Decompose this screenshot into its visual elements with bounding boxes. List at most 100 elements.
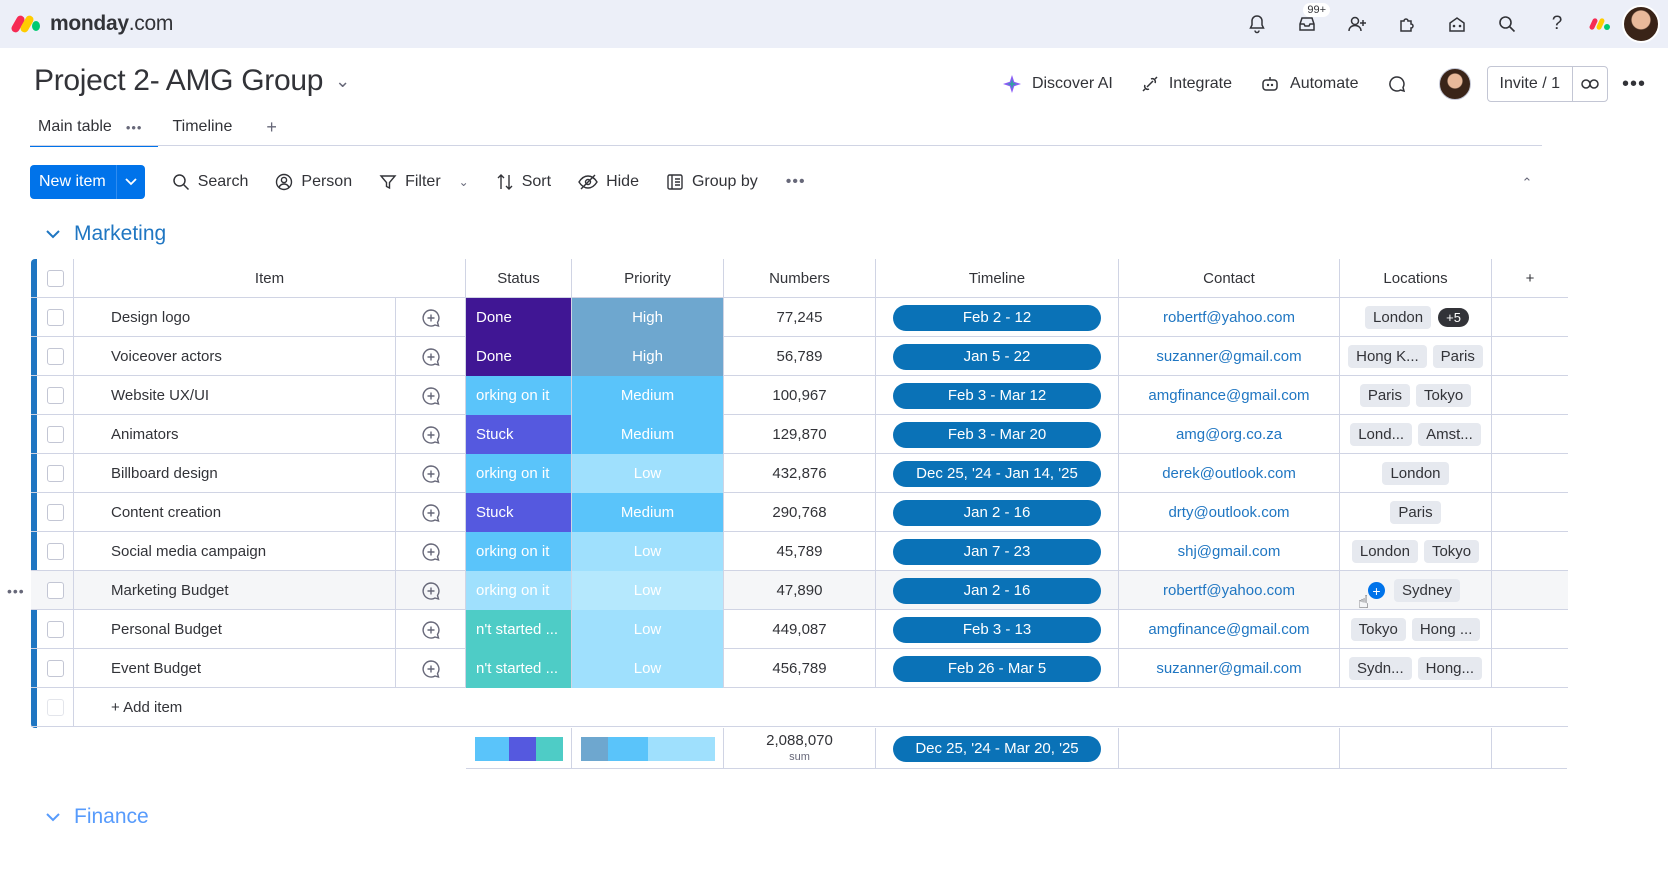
add-update-icon[interactable] [396, 376, 466, 415]
invite-members-icon[interactable] [1332, 0, 1382, 48]
numbers-cell[interactable]: 100,967 [724, 376, 876, 415]
table-row[interactable]: Design logo Done High 77,245 Feb 2 - 12 rober… [31, 298, 1568, 337]
priority-cell[interactable]: Low [572, 454, 724, 493]
status-cell[interactable]: Done [466, 337, 572, 376]
location-tag[interactable]: Sydney [1393, 579, 1461, 602]
board-member-avatar[interactable] [1438, 68, 1471, 100]
item-name[interactable]: Billboard design [74, 454, 396, 493]
row-checkbox[interactable] [37, 532, 74, 571]
status-cell[interactable]: orking on it [466, 532, 572, 571]
contact-email[interactable]: robertf@yahoo.com [1119, 571, 1340, 610]
timeline-cell[interactable]: Dec 25, '24 - Jan 14, '25 [876, 454, 1119, 493]
item-name[interactable]: Design logo [74, 298, 396, 337]
column-header-priority[interactable]: Priority [572, 259, 724, 298]
chevron-down-icon[interactable] [117, 178, 145, 186]
add-update-icon[interactable] [396, 298, 466, 337]
location-tag[interactable]: Amst... [1418, 423, 1481, 446]
location-tag[interactable]: Paris [1359, 384, 1410, 407]
hide-button[interactable]: Hide [578, 173, 639, 191]
row-checkbox[interactable] [37, 610, 74, 649]
location-tag[interactable]: Tokyo [1350, 618, 1406, 641]
item-name[interactable]: Animators [74, 415, 396, 454]
row-checkbox[interactable] [37, 415, 74, 454]
contact-email[interactable]: suzanner@gmail.com [1119, 649, 1340, 688]
location-tag[interactable]: Hong K... [1348, 345, 1427, 368]
status-cell[interactable]: orking on it [466, 454, 572, 493]
column-header-locations[interactable]: Locations [1340, 259, 1492, 298]
numbers-cell[interactable]: 290,768 [724, 493, 876, 532]
item-name[interactable]: Event Budget [74, 649, 396, 688]
locations-cell[interactable]: London [1340, 454, 1492, 493]
item-name[interactable]: Social media campaign [74, 532, 396, 571]
timeline-cell[interactable]: Feb 3 - Mar 20 [876, 415, 1119, 454]
add-view-icon[interactable]: + [266, 116, 277, 137]
group-header-marketing[interactable]: Marketing [46, 222, 166, 246]
priority-cell[interactable]: Low [572, 571, 724, 610]
table-row[interactable]: Marketing Budget orking on it Low 47,890 Jan… [31, 571, 1568, 610]
timeline-cell[interactable]: Jan 2 - 16 [876, 493, 1119, 532]
add-update-icon[interactable] [396, 649, 466, 688]
priority-cell[interactable]: High [572, 298, 724, 337]
toolbar-more-icon[interactable]: ••• [785, 173, 806, 190]
table-row[interactable]: Billboard design orking on it Low 432,876 De… [31, 454, 1568, 493]
status-cell[interactable]: Stuck [466, 493, 572, 532]
locations-cell[interactable]: Lond... Amst... [1340, 415, 1492, 454]
add-update-icon[interactable] [396, 493, 466, 532]
table-row[interactable]: Voiceover actors Done High 56,789 Jan 5 - 22… [31, 337, 1568, 376]
location-tag[interactable]: London [1382, 462, 1449, 485]
person-filter-button[interactable]: Person [275, 173, 352, 191]
priority-cell[interactable]: High [572, 337, 724, 376]
add-location-icon[interactable]: + [1367, 582, 1385, 599]
row-checkbox[interactable] [37, 649, 74, 688]
chevron-down-icon[interactable] [46, 226, 60, 242]
chevron-down-icon[interactable] [46, 809, 60, 825]
timeline-cell[interactable]: Feb 3 - Mar 12 [876, 376, 1119, 415]
contact-email[interactable]: drty@outlook.com [1119, 493, 1340, 532]
table-row[interactable]: Content creation Stuck Medium 290,768 Jan 2 … [31, 493, 1568, 532]
contact-email[interactable]: derek@outlook.com [1119, 454, 1340, 493]
new-item-button[interactable]: New item [30, 165, 145, 199]
search-icon[interactable] [1482, 0, 1532, 48]
item-name[interactable]: Voiceover actors [74, 337, 396, 376]
more-locations-badge[interactable]: +5 [1438, 308, 1469, 327]
numbers-cell[interactable]: 56,789 [724, 337, 876, 376]
locations-cell[interactable]: London +5 [1340, 298, 1492, 337]
priority-cell[interactable]: Medium [572, 493, 724, 532]
status-cell[interactable]: Stuck [466, 415, 572, 454]
locations-cell[interactable]: Sydn... Hong... [1340, 649, 1492, 688]
table-row[interactable]: Personal Budget n't started ... Low 449,087… [31, 610, 1568, 649]
status-cell[interactable]: n't started ... [466, 610, 572, 649]
contact-email[interactable]: suzanner@gmail.com [1119, 337, 1340, 376]
board-title[interactable]: Project 2- AMG Group ⌄ [34, 64, 350, 97]
add-update-icon[interactable] [396, 610, 466, 649]
numbers-cell[interactable]: 456,789 [724, 649, 876, 688]
location-tag[interactable]: Paris [1432, 345, 1483, 368]
status-cell[interactable]: orking on it [466, 376, 572, 415]
numbers-cell[interactable]: 77,245 [724, 298, 876, 337]
brand[interactable]: monday.com [10, 12, 173, 36]
tab-timeline[interactable]: Timeline [172, 118, 233, 135]
column-header-item[interactable]: Item [74, 259, 466, 298]
numbers-cell[interactable]: 47,890 [724, 571, 876, 610]
contact-email[interactable]: amgfinance@gmail.com [1119, 376, 1340, 415]
automate-button[interactable]: Automate [1260, 75, 1359, 93]
apps-marketplace-icon[interactable] [1382, 0, 1432, 48]
locations-cell[interactable]: Tokyo Hong ... [1340, 610, 1492, 649]
priority-cell[interactable]: Low [572, 649, 724, 688]
location-tag[interactable]: Hong ... [1411, 618, 1481, 641]
table-row[interactable]: Event Budget n't started ... Low 456,789 Feb… [31, 649, 1568, 688]
table-row[interactable]: Animators Stuck Medium 129,870 Feb 3 - Mar 2… [31, 415, 1568, 454]
numbers-cell[interactable]: 449,087 [724, 610, 876, 649]
search-button[interactable]: Search [172, 173, 248, 191]
item-name[interactable]: Marketing Budget [74, 571, 396, 610]
item-name[interactable]: Website UX/UI [74, 376, 396, 415]
status-summary-bar[interactable] [466, 728, 572, 769]
priority-cell[interactable]: Low [572, 610, 724, 649]
user-avatar[interactable] [1622, 5, 1660, 43]
location-tag[interactable]: Hong... [1417, 657, 1483, 680]
locations-cell[interactable]: Paris Tokyo [1340, 376, 1492, 415]
column-header-timeline[interactable]: Timeline [876, 259, 1119, 298]
location-tag[interactable]: London [1365, 306, 1432, 329]
locations-cell[interactable]: London Tokyo [1340, 532, 1492, 571]
notifications-bell-icon[interactable] [1232, 0, 1282, 48]
